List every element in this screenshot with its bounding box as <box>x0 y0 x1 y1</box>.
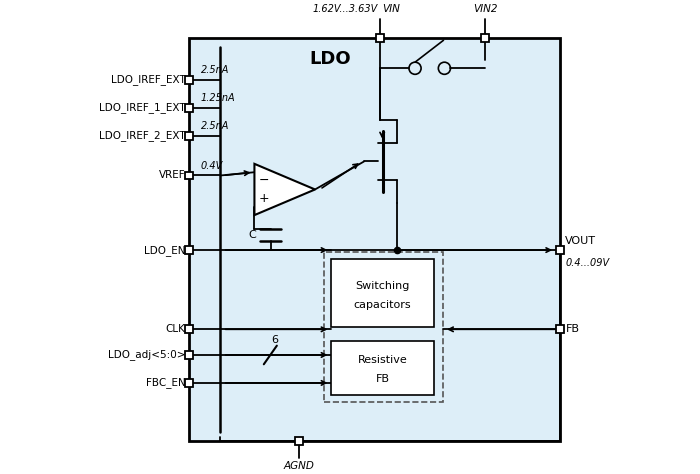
Text: LDO_adj<5:0>: LDO_adj<5:0> <box>108 349 186 360</box>
Bar <box>186 351 193 359</box>
Text: Switching: Switching <box>356 282 410 292</box>
Bar <box>331 341 434 394</box>
Bar <box>186 76 193 84</box>
Text: 1.25nA: 1.25nA <box>201 93 235 103</box>
Text: LDO_IREF_EXT: LDO_IREF_EXT <box>111 74 186 85</box>
Bar <box>186 246 193 254</box>
Bar <box>556 246 564 254</box>
Text: C: C <box>248 230 256 240</box>
Text: AGND: AGND <box>284 461 314 471</box>
Text: VIN: VIN <box>383 4 400 14</box>
Text: LDO: LDO <box>309 50 351 68</box>
Text: LDO_IREF_1_EXT: LDO_IREF_1_EXT <box>99 102 186 113</box>
Bar <box>186 132 193 140</box>
Text: CLK: CLK <box>166 324 186 334</box>
Text: 0.4...09V: 0.4...09V <box>566 258 610 268</box>
Bar <box>189 38 560 441</box>
Text: FB: FB <box>376 374 390 383</box>
Bar <box>186 104 193 112</box>
Text: +: + <box>258 192 269 205</box>
Text: FBC_EN: FBC_EN <box>146 377 186 388</box>
Text: 1.62V...3.63V: 1.62V...3.63V <box>313 4 378 14</box>
Bar <box>186 325 193 333</box>
Bar <box>186 172 193 180</box>
Text: −: − <box>258 174 269 187</box>
Bar <box>331 259 434 327</box>
Bar <box>186 379 193 387</box>
Text: FB: FB <box>566 324 580 334</box>
Bar <box>556 325 564 333</box>
Bar <box>324 252 443 401</box>
Text: VREF: VREF <box>159 171 186 181</box>
Bar <box>377 34 384 42</box>
Text: 0.4V: 0.4V <box>201 161 223 171</box>
Text: VOUT: VOUT <box>566 237 596 246</box>
Text: VIN2: VIN2 <box>473 4 498 14</box>
Text: 2.5nA: 2.5nA <box>201 65 229 75</box>
Text: LDO_IREF_2_EXT: LDO_IREF_2_EXT <box>99 130 186 141</box>
Bar <box>481 34 489 42</box>
Text: Resistive: Resistive <box>358 355 407 365</box>
Text: LDO_EN: LDO_EN <box>144 245 186 255</box>
Text: 6: 6 <box>272 335 279 345</box>
Text: 2.5nA: 2.5nA <box>201 121 229 131</box>
Polygon shape <box>254 164 315 215</box>
Bar <box>295 437 302 445</box>
Text: capacitors: capacitors <box>354 301 412 310</box>
